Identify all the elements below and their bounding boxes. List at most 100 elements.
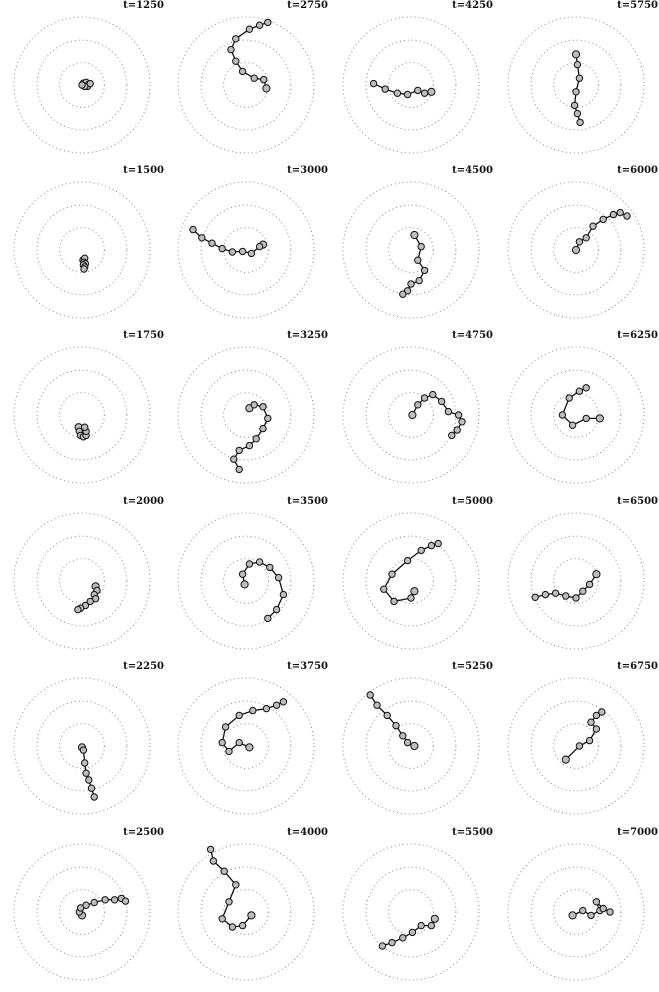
data-point	[587, 718, 595, 726]
data-point	[609, 210, 618, 219]
data-point	[378, 942, 387, 950]
polar-panel: t=2500	[0, 827, 164, 992]
panel-title: t=1250	[123, 0, 164, 11]
data-point	[430, 914, 439, 923]
guide-ring-1	[342, 346, 480, 484]
data-point	[232, 35, 240, 43]
data-point	[561, 755, 570, 764]
polar-panel: t=4750	[329, 330, 493, 495]
polar-panel: t=4250	[329, 0, 493, 165]
guide-ring-1	[177, 677, 315, 815]
data-point	[198, 234, 206, 242]
trajectory-line	[565, 711, 603, 761]
guide-ring-1	[342, 512, 480, 650]
data-point	[403, 738, 412, 747]
data-point	[571, 50, 581, 59]
panel-plot	[177, 512, 315, 650]
data-point	[393, 89, 402, 97]
data-point	[427, 921, 436, 930]
guide-ring-3	[223, 723, 269, 769]
data-point	[259, 403, 267, 411]
data-point	[565, 394, 573, 402]
data-point	[240, 580, 249, 589]
data-point	[235, 446, 243, 455]
guide-ring-3	[553, 558, 599, 604]
data-point	[458, 418, 466, 426]
data-point	[81, 423, 89, 431]
guide-ring-2	[36, 39, 128, 131]
data-point	[568, 911, 577, 920]
panel-plot	[507, 512, 645, 650]
guide-ring-2	[365, 39, 457, 131]
panel-plot	[342, 512, 480, 650]
panel-plot	[342, 677, 480, 815]
guide-ring-3	[388, 392, 434, 438]
trajectory-line	[221, 701, 284, 753]
guide-ring-3	[553, 62, 599, 108]
guide-ring-2	[36, 700, 128, 792]
panel-title: t=2000	[123, 496, 164, 507]
panel-plot	[13, 677, 151, 815]
panel-plot	[13, 346, 151, 484]
data-point	[227, 45, 235, 54]
data-point	[420, 394, 429, 402]
data-point	[598, 708, 606, 716]
guide-ring-1	[177, 346, 315, 484]
data-point	[220, 867, 228, 875]
panel-title: t=1500	[123, 165, 164, 176]
guide-ring-2	[36, 204, 128, 296]
data-point	[87, 784, 96, 792]
panel-plot	[342, 16, 480, 154]
panel-plot	[177, 16, 315, 154]
panel-title: t=7000	[617, 827, 658, 838]
data-point	[218, 244, 226, 253]
data-point	[592, 570, 601, 579]
panel-title: t=4750	[452, 330, 493, 341]
guide-ring-3	[388, 723, 434, 769]
data-point	[573, 109, 582, 118]
data-point	[606, 908, 614, 916]
data-point	[209, 857, 218, 865]
data-point	[568, 421, 577, 429]
guide-ring-3	[59, 392, 105, 438]
data-point	[245, 743, 254, 752]
panel-title: t=5000	[452, 496, 493, 507]
panel-title: t=2250	[123, 661, 164, 672]
data-point	[407, 594, 415, 602]
guide-ring-1	[507, 181, 645, 319]
data-point	[252, 435, 260, 443]
data-point	[420, 266, 429, 275]
data-point	[274, 573, 283, 582]
data-point	[572, 88, 580, 96]
guide-ring-1	[13, 512, 151, 650]
data-point	[121, 897, 130, 905]
data-point	[208, 239, 216, 247]
data-point	[616, 208, 624, 217]
polar-panel: t=5500	[329, 827, 493, 992]
data-point	[582, 384, 590, 392]
polar-panel: t=1500	[0, 165, 164, 330]
data-point	[541, 590, 550, 599]
trajectory-line	[411, 393, 463, 436]
data-point	[417, 242, 425, 251]
guide-ring-1	[342, 181, 480, 319]
data-point	[86, 597, 94, 606]
guide-ring-3	[223, 227, 269, 273]
data-point	[575, 387, 584, 395]
data-point	[264, 614, 272, 623]
data-point	[448, 431, 456, 440]
data-point	[437, 397, 446, 406]
data-point	[570, 101, 579, 110]
polar-panel: t=3000	[164, 165, 328, 330]
data-point	[247, 249, 256, 258]
data-point	[90, 793, 98, 801]
data-point	[592, 711, 601, 720]
polar-panel: t=2250	[0, 661, 164, 826]
panel-title: t=3500	[287, 496, 328, 507]
guide-ring-3	[59, 62, 105, 108]
panel-plot	[13, 16, 151, 154]
data-point	[225, 898, 233, 906]
data-point	[414, 256, 422, 264]
panel-title: t=2750	[287, 0, 328, 11]
data-point	[238, 570, 247, 578]
